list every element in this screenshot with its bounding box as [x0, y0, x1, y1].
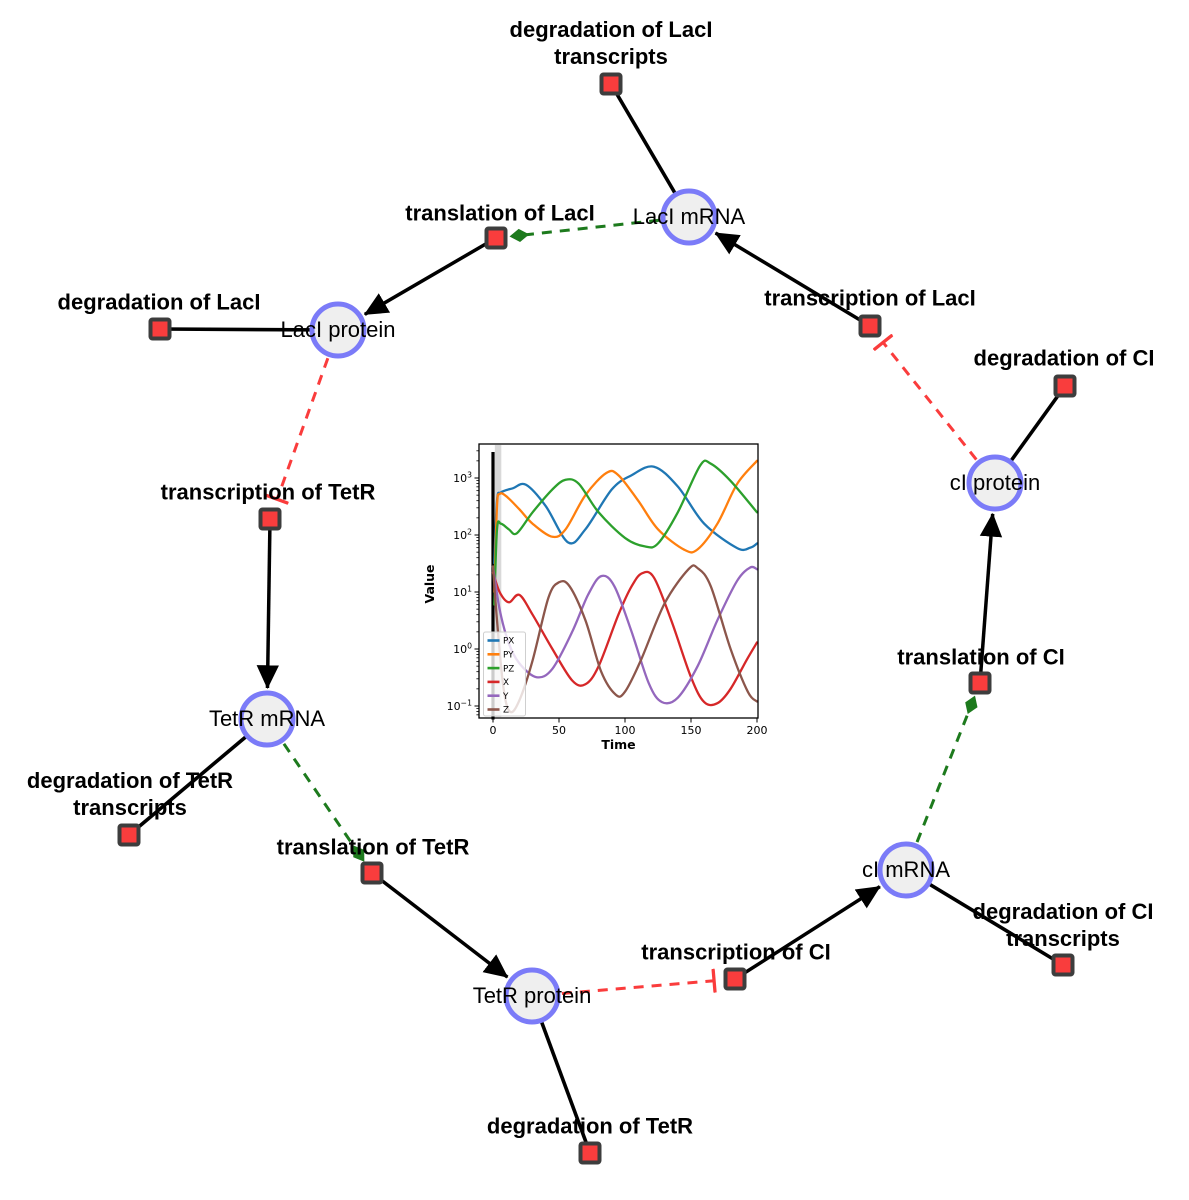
reaction-label-deg_ci: degradation of CI — [973, 345, 1155, 371]
chart-axes-box — [478, 443, 759, 719]
chart-x-axis-label: Time — [601, 737, 635, 752]
edge-laci_protein-deg_laci — [159, 327, 339, 332]
legend-label-PY: PY — [503, 651, 514, 661]
chart-y-tick-label: 102 — [453, 527, 472, 542]
edge-laci_protein-tr_tetr — [277, 357, 330, 499]
reaction-label-deg_laci: degradation of LacI — [57, 289, 261, 315]
reaction-node-tl_laci — [484, 226, 508, 250]
chart-x-tick-label: 0 — [490, 724, 497, 737]
species-label-ci_mrna: cI mRNA — [862, 857, 950, 882]
legend-label-X: X — [503, 678, 509, 688]
chart-series-Z — [491, 564, 758, 714]
reaction-node-tr_ci — [723, 967, 747, 991]
reaction-node-deg_laci — [148, 317, 172, 341]
reaction-label-tr_laci: transcription of LacI — [764, 285, 976, 311]
reaction-label-tr_ci: transcription of CI — [641, 939, 831, 965]
edge-tl_ci-ci_protein — [978, 512, 1003, 684]
chart-x-tick-label: 100 — [615, 724, 636, 737]
edge-tetr_protein-tr_ci — [561, 981, 714, 995]
edge-tl_tetr-tetr_protein — [370, 871, 509, 979]
species-node-tetr_protein — [503, 967, 561, 1025]
legend-label-PX: PX — [503, 637, 514, 647]
legend-label-PZ: PZ — [503, 664, 514, 674]
chart-x-tick-label: 50 — [552, 724, 566, 737]
chart-y-axis-label: Value — [422, 564, 437, 603]
edge-tetr_mrna-deg_tetr_tx — [127, 717, 269, 837]
species-label-tetr_protein: TetR protein — [472, 983, 592, 1008]
timeseries-inset-chart: 0 50 100 150 200 103 102 101 100 10−1 Time Value PX P… — [420, 438, 776, 762]
species-label-laci_protein: LacI protein — [280, 317, 396, 342]
reaction-label-tl_ci: translation of CI — [897, 644, 1065, 670]
reaction-node-tl_ci — [968, 671, 992, 695]
edge-ci_mrna-tl_ci — [915, 695, 978, 843]
edge-tr_tetr-tetr_mrna — [256, 518, 280, 690]
species-label-laci_mrna: LacI mRNA — [632, 204, 746, 229]
chart-series-PY — [493, 459, 758, 594]
chart-initial-vspan — [494, 445, 502, 717]
chart-series-PZ — [493, 459, 758, 606]
chart-y-tick-label: 100 — [453, 641, 472, 656]
species-label-tetr_mrna: TetR mRNA — [208, 706, 326, 731]
edge-ci_mrna-deg_ci_tx — [905, 868, 1064, 967]
legend-label-Z: Z — [503, 706, 509, 716]
edge-tetr_mrna-tl_tetr — [282, 742, 365, 862]
legend-label-Y: Y — [502, 692, 509, 702]
reaction-node-deg_tetr — [578, 1141, 602, 1165]
edge-laci_mrna-tl_laci — [509, 218, 660, 243]
reaction-node-deg_ci — [1053, 374, 1077, 398]
reaction-label-deg_ci_tx: degradation of CI transcripts — [972, 899, 1154, 951]
chart-x-tick-label: 200 — [747, 724, 768, 737]
species-node-laci_mrna — [660, 188, 718, 246]
reaction-label-tl_laci: translation of LacI — [405, 200, 595, 226]
chart-series-group — [491, 459, 758, 714]
species-node-ci_mrna — [877, 841, 935, 899]
chart-x-tick-label: 150 — [681, 724, 702, 737]
timeseries-chart-svg: 0 50 100 150 20010310210110010−1TimeValuePXP… — [422, 443, 768, 752]
species-node-tetr_mrna — [238, 690, 296, 748]
reaction-label-deg_tetr_tx: degradation of TetR transcripts — [26, 768, 234, 820]
species-label-ci_protein: cI protein — [949, 470, 1041, 495]
species-node-ci_protein — [966, 454, 1024, 512]
edge-tl_laci-laci_protein — [363, 236, 497, 316]
chart-y-tick-label: 101 — [453, 584, 472, 599]
reaction-label-deg_tetr: degradation of TetR — [486, 1113, 694, 1139]
reaction-node-tr_tetr — [258, 507, 282, 531]
species-node-laci_protein — [309, 301, 367, 359]
chart-series-Y — [491, 565, 758, 705]
chart-y-tick-label: 10−1 — [447, 698, 472, 713]
edge-ci_protein-tr_laci — [883, 342, 978, 461]
reaction-node-deg_laci_tx — [599, 72, 623, 96]
reaction-label-tr_tetr: transcription of TetR — [160, 479, 376, 505]
chart-legend: PX PY PZ XYZ — [483, 631, 526, 717]
chart-y-tick-label: 103 — [453, 470, 472, 485]
edge-tr_laci-laci_mrna — [714, 231, 871, 328]
reaction-node-deg_tetr_tx — [117, 823, 141, 847]
edge-tr_ci-ci_mrna — [734, 885, 881, 981]
chart-series-X — [491, 570, 758, 707]
reaction-label-tl_tetr: translation of TetR — [276, 834, 470, 860]
reaction-node-tr_laci — [858, 314, 882, 338]
reaction-node-deg_ci_tx — [1051, 953, 1075, 977]
reaction-node-tl_tetr — [360, 861, 384, 885]
chart-series-PX — [493, 465, 758, 565]
reaction-label-deg_laci_tx: degradation of LacI transcripts — [509, 17, 713, 69]
